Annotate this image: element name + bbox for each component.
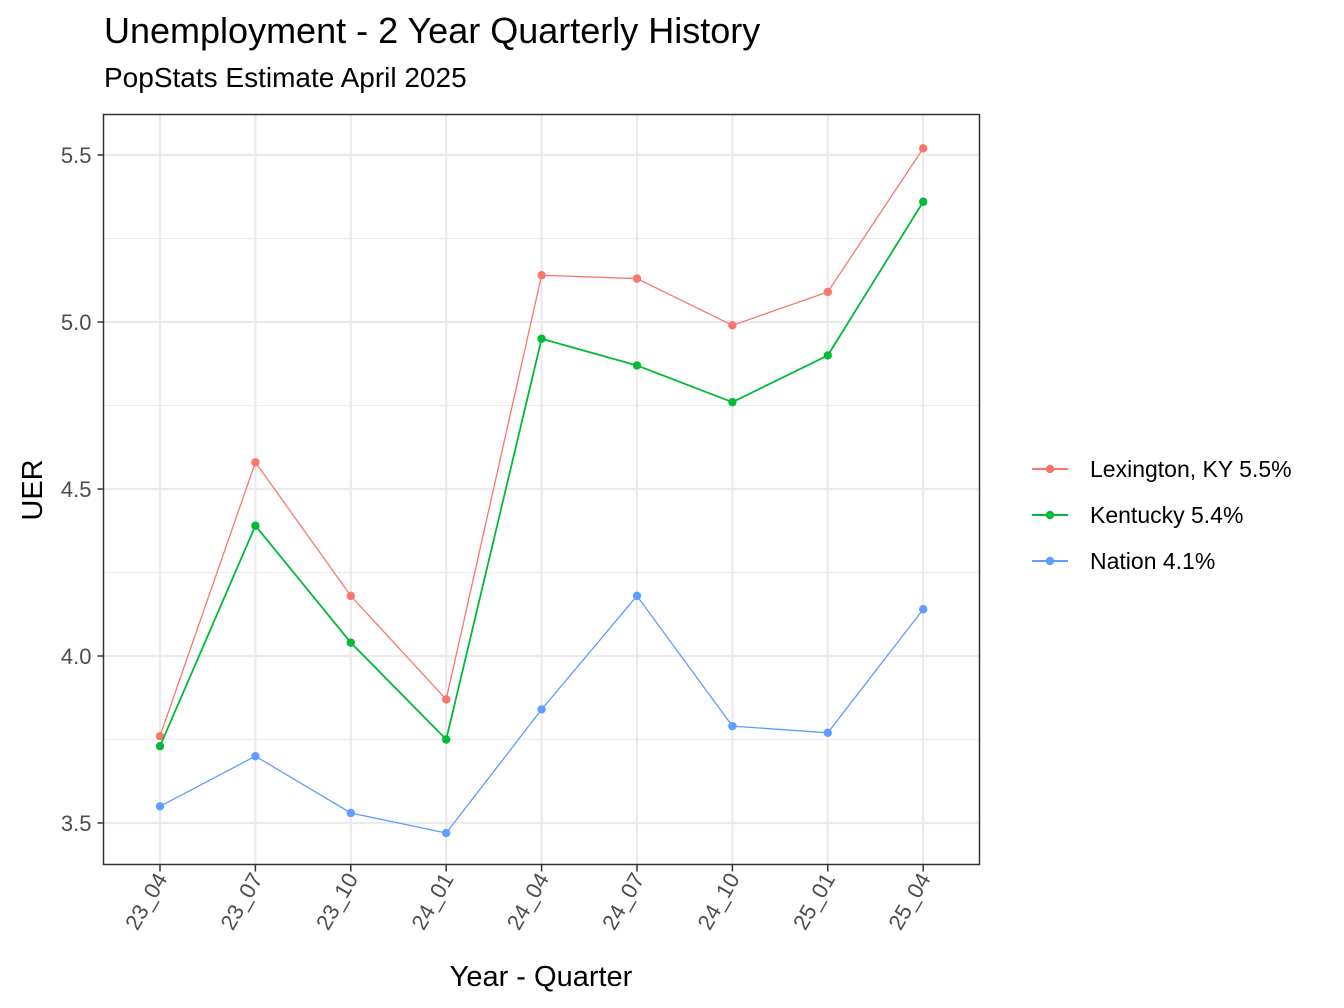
legend-label: Kentucky 5.4% — [1090, 502, 1243, 528]
y-tick-label: 3.5 — [61, 811, 92, 836]
legend-key-point — [1045, 464, 1055, 474]
data-point — [442, 828, 451, 838]
chart-subtitle: PopStats Estimate April 2025 — [104, 62, 467, 93]
data-point — [632, 591, 642, 601]
data-point — [632, 361, 642, 370]
data-point — [823, 728, 832, 738]
y-tick-label: 5.5 — [61, 143, 92, 168]
x-tick-label: 24_07 — [597, 869, 649, 934]
legend: Lexington, KY 5.5% Kentucky 5.4% Nation 4.… — [1032, 456, 1292, 574]
legend-key-point — [1045, 556, 1055, 566]
legend-item: Nation 4.1% — [1032, 548, 1215, 574]
data-point — [537, 334, 546, 343]
data-point — [537, 705, 546, 714]
x-axis-title: Year - Quarter — [450, 961, 633, 993]
data-point — [251, 752, 260, 761]
data-point — [823, 351, 832, 360]
legend-label: Lexington, KY 5.5% — [1090, 456, 1292, 482]
grid-lines — [103, 114, 980, 865]
x-tick-label: 25_01 — [788, 869, 840, 934]
data-point — [919, 144, 928, 153]
y-tick-label: 4.0 — [61, 644, 92, 669]
data-point — [346, 591, 355, 601]
series-layer — [155, 144, 928, 838]
legend-label: Nation 4.1% — [1090, 548, 1215, 574]
series-0 — [155, 144, 928, 741]
data-point — [251, 521, 260, 530]
x-tick-label: 24_10 — [692, 869, 744, 934]
data-point — [251, 458, 260, 467]
data-point — [442, 735, 451, 744]
x-tick-label: 23_04 — [120, 869, 172, 934]
x-tick-label: 25_04 — [883, 869, 935, 934]
data-point — [632, 274, 642, 283]
data-point — [728, 721, 737, 731]
x-tick-label: 23_07 — [215, 869, 267, 934]
data-point — [823, 287, 832, 297]
y-tick-label: 4.5 — [61, 477, 92, 502]
data-point — [346, 638, 355, 647]
legend-item: Lexington, KY 5.5% — [1032, 456, 1292, 482]
series-2 — [155, 591, 928, 838]
data-point — [728, 397, 737, 407]
data-point — [919, 605, 928, 614]
x-axis: 23_04 23_07 23_10 24_01 24_04 24_07 24_10 25_01… — [120, 864, 936, 934]
series-1 — [155, 197, 928, 751]
y-axis: 3.5 4.0 4.5 5.0 5.5 — [61, 143, 104, 836]
data-point — [919, 197, 928, 206]
data-point — [155, 741, 165, 751]
data-point — [155, 731, 165, 741]
data-point — [155, 802, 165, 811]
chart-title: Unemployment - 2 Year Quarterly History — [104, 10, 761, 51]
data-point — [728, 321, 737, 330]
x-tick-label: 23_10 — [311, 869, 363, 934]
y-axis-title: UER — [17, 459, 49, 520]
data-point — [442, 695, 451, 704]
x-tick-label: 24_04 — [502, 869, 554, 934]
legend-item: Kentucky 5.4% — [1032, 502, 1243, 528]
legend-key-point — [1045, 510, 1055, 520]
x-tick-label: 24_01 — [406, 869, 458, 934]
y-tick-label: 5.0 — [61, 310, 92, 335]
data-point — [346, 808, 355, 818]
data-point — [537, 271, 546, 280]
